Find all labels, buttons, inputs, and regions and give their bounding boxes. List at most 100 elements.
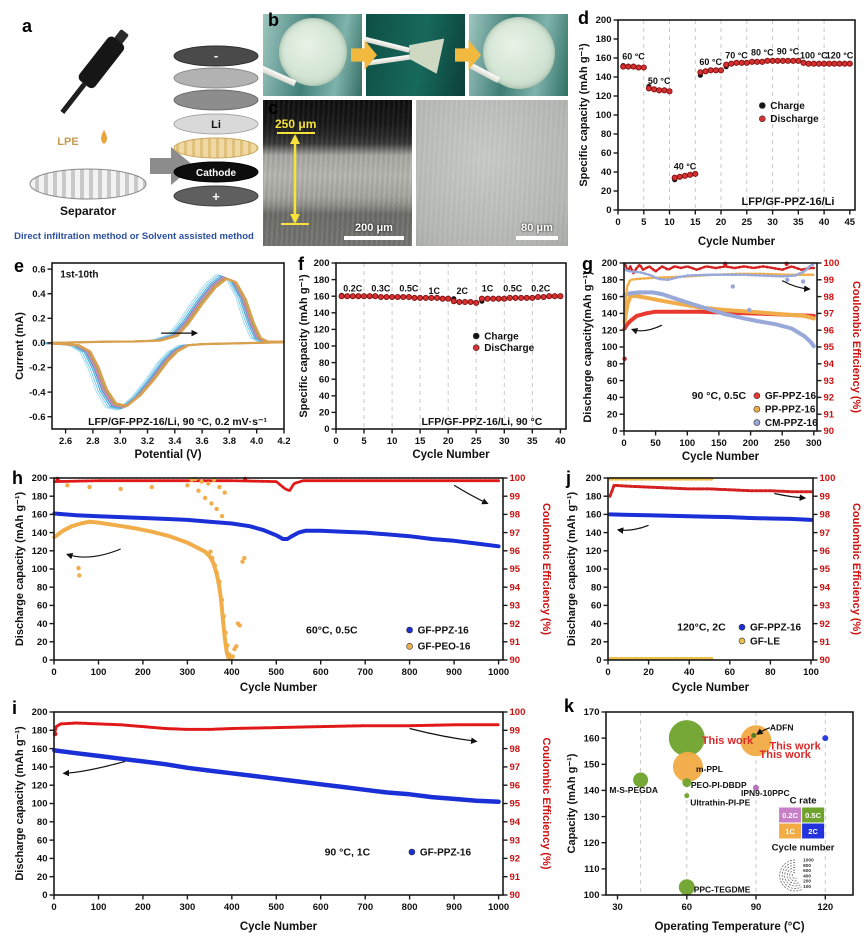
- svg-text:60°C, 0.5C: 60°C, 0.5C: [306, 624, 358, 636]
- panel-label-g: g: [582, 254, 593, 274]
- svg-text:60: 60: [607, 376, 618, 387]
- svg-text:0.5C: 0.5C: [399, 283, 419, 293]
- svg-text:1000: 1000: [488, 667, 509, 678]
- svg-text:90 °C, 0.5C: 90 °C, 0.5C: [692, 390, 747, 402]
- svg-text:40: 40: [37, 619, 48, 630]
- svg-text:120: 120: [817, 902, 833, 913]
- svg-text:2C: 2C: [456, 286, 468, 296]
- svg-text:400: 400: [224, 667, 240, 678]
- svg-text:120 °C: 120 °C: [826, 51, 854, 61]
- svg-text:PEO-PI-DBDP: PEO-PI-DBDP: [691, 780, 747, 790]
- svg-text:0: 0: [606, 205, 611, 216]
- svg-text:0.2C: 0.2C: [782, 811, 798, 820]
- svg-text:900: 900: [446, 902, 462, 913]
- svg-text:98: 98: [824, 292, 835, 303]
- chart-g-cycling-90C: 0 50 100 150 200 250 300 0 20 40 60 80 100 120 140 160 1…: [576, 255, 865, 467]
- svg-text:92: 92: [820, 619, 831, 630]
- svg-text:100: 100: [510, 473, 526, 484]
- svg-text:2.8: 2.8: [86, 436, 99, 447]
- svg-text:80: 80: [607, 359, 618, 370]
- svg-text:150: 150: [584, 760, 600, 771]
- chart-f-rate-capability: 0 5 10 15 20 25 30 35 40 0 20 40 60 80 100 120 140 160 180…: [292, 255, 574, 465]
- svg-text:35: 35: [527, 436, 538, 447]
- svg-text:10: 10: [387, 436, 398, 447]
- svg-text:40: 40: [601, 167, 612, 178]
- svg-text:80: 80: [37, 817, 48, 828]
- svg-text:900: 900: [446, 667, 462, 678]
- svg-text:4.0: 4.0: [250, 436, 263, 447]
- scalebar-label: 200 μm: [355, 222, 393, 234]
- svg-text:120: 120: [596, 91, 612, 102]
- svg-text:120: 120: [32, 780, 48, 791]
- svg-text:20: 20: [601, 186, 612, 197]
- svg-text:300: 300: [806, 438, 822, 449]
- svg-text:Ultrathin-PI-PE: Ultrathin-PI-PE: [690, 797, 750, 807]
- svg-text:140: 140: [586, 528, 602, 539]
- svg-text:Specific capacity (mAh g⁻¹): Specific capacity (mAh g⁻¹): [578, 43, 590, 187]
- svg-text:80: 80: [765, 667, 776, 678]
- svg-text:80: 80: [319, 358, 330, 369]
- svg-text:Cycle Number: Cycle Number: [682, 451, 760, 463]
- svg-text:90: 90: [820, 655, 831, 666]
- svg-text:140: 140: [32, 528, 48, 539]
- svg-text:20: 20: [37, 637, 48, 648]
- svg-text:GF-PPZ-16: GF-PPZ-16: [765, 391, 817, 402]
- lpe-label: LPE: [57, 136, 78, 148]
- svg-text:0.2C: 0.2C: [343, 283, 363, 293]
- svg-text:180: 180: [314, 275, 330, 286]
- chart-k-literature-comparison: 30 60 90 120 100 110 120 130 140 150 160 170 Operati…: [560, 700, 865, 937]
- svg-text:60: 60: [682, 902, 693, 913]
- panel-label-a: a: [22, 16, 33, 36]
- svg-text:100: 100: [596, 110, 612, 121]
- svg-text:99: 99: [820, 491, 831, 502]
- svg-text:100: 100: [91, 667, 107, 678]
- membrane-disc: [279, 18, 347, 86]
- svg-text:97: 97: [510, 528, 521, 539]
- svg-text:20: 20: [37, 872, 48, 883]
- chart-h-cycling-60C: 0 100 200 300 400 500 600 700 800 900 1000 0 20 40 60 8…: [8, 468, 555, 698]
- svg-text:3.6: 3.6: [195, 436, 208, 447]
- scalebar-200um: 200 μm: [344, 222, 404, 240]
- svg-text:2.6: 2.6: [59, 436, 72, 447]
- svg-text:4.2: 4.2: [277, 436, 290, 447]
- svg-text:130: 130: [584, 812, 600, 823]
- svg-text:60 °C: 60 °C: [622, 52, 645, 62]
- svg-text:C rate: C rate: [790, 796, 817, 807]
- svg-text:98: 98: [510, 744, 521, 755]
- svg-text:0: 0: [333, 436, 338, 447]
- svg-text:95: 95: [510, 564, 521, 575]
- svg-text:0.2C: 0.2C: [531, 283, 551, 293]
- li-label: Li: [211, 119, 221, 131]
- svg-text:100: 100: [803, 884, 811, 890]
- svg-text:20: 20: [643, 667, 654, 678]
- svg-text:40: 40: [555, 436, 566, 447]
- svg-text:GF-PPZ-16: GF-PPZ-16: [418, 625, 470, 636]
- svg-text:100: 100: [510, 707, 526, 718]
- svg-text:200: 200: [743, 438, 759, 449]
- svg-text:Potential (V): Potential (V): [134, 449, 201, 461]
- pipette-icon: [60, 29, 129, 114]
- svg-text:200: 200: [596, 15, 612, 26]
- svg-text:10: 10: [664, 217, 675, 228]
- svg-text:400: 400: [224, 902, 240, 913]
- svg-text:60: 60: [725, 667, 736, 678]
- panel-b-photos: [263, 14, 568, 96]
- svg-text:0.4: 0.4: [32, 289, 46, 300]
- svg-text:200: 200: [135, 902, 151, 913]
- svg-text:90: 90: [751, 902, 762, 913]
- svg-text:100: 100: [820, 473, 836, 484]
- svg-text:40: 40: [819, 217, 830, 228]
- svg-text:0: 0: [42, 890, 47, 901]
- svg-text:Charge: Charge: [484, 331, 519, 342]
- svg-text:80: 80: [591, 582, 602, 593]
- svg-text:93: 93: [824, 376, 835, 387]
- svg-text:ADFN: ADFN: [770, 723, 794, 733]
- svg-text:800: 800: [402, 902, 418, 913]
- svg-text:700: 700: [357, 902, 373, 913]
- svg-text:600: 600: [313, 902, 329, 913]
- svg-text:50 °C: 50 °C: [648, 76, 671, 86]
- panel-label-h: h: [12, 468, 23, 488]
- svg-text:160: 160: [32, 510, 48, 521]
- svg-text:97: 97: [824, 309, 835, 320]
- svg-text:0.5C: 0.5C: [503, 283, 523, 293]
